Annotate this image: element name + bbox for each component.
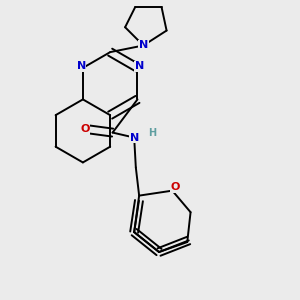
Text: O: O: [80, 124, 90, 134]
Text: N: N: [139, 40, 148, 50]
Text: O: O: [171, 182, 180, 192]
Text: N: N: [134, 61, 144, 71]
Text: N: N: [76, 61, 86, 71]
Text: H: H: [148, 128, 157, 138]
Text: N: N: [130, 133, 139, 142]
